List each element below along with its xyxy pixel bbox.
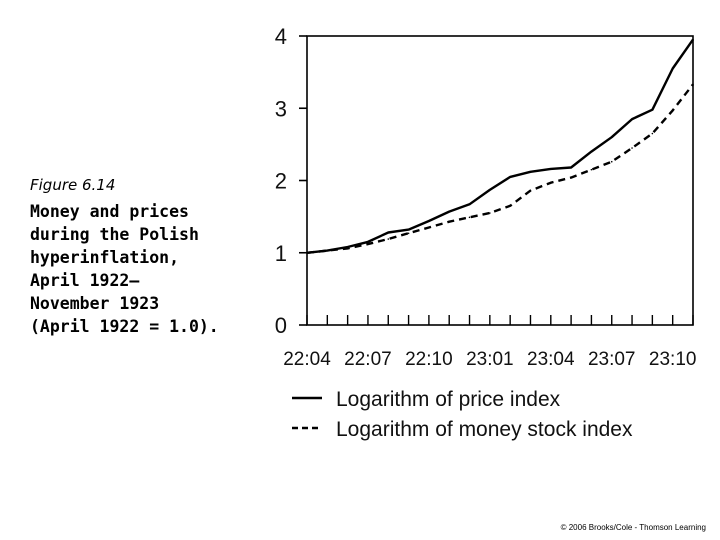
money-stock-point xyxy=(468,216,471,219)
plot-frame xyxy=(306,35,694,326)
copyright-credit: © 2006 Brooks/Cole - Thomson Learning xyxy=(560,523,706,532)
price-index-point xyxy=(631,118,633,120)
x-tick-label: 22:07 xyxy=(344,349,392,370)
money-stock-point xyxy=(529,189,532,192)
money-stock-point xyxy=(346,247,349,250)
price-index-point xyxy=(387,231,390,234)
price-index-point xyxy=(529,171,532,173)
price-index-point xyxy=(651,108,654,111)
price-index-line xyxy=(306,38,694,254)
money-stock-point xyxy=(692,83,694,86)
money-stock-point xyxy=(367,243,369,245)
money-stock-point xyxy=(448,220,451,223)
x-tick-label: 23:01 xyxy=(466,349,514,370)
y-tick-label: 4 xyxy=(275,24,287,49)
money-stock-line xyxy=(306,83,694,254)
x-tick-label: 22:04 xyxy=(283,349,331,370)
price-index-point xyxy=(367,241,369,243)
money-stock-point xyxy=(509,204,511,207)
price-index-point xyxy=(671,67,674,70)
price-index-point xyxy=(428,220,430,222)
chart-series xyxy=(306,38,694,254)
money-stock-point xyxy=(549,181,552,184)
price-index-point xyxy=(590,150,593,153)
chart-legend: Logarithm of price index Logarithm of mon… xyxy=(292,388,633,441)
money-stock-point xyxy=(387,238,390,240)
y-tick-label: 0 xyxy=(275,313,287,338)
money-stock-point xyxy=(407,232,410,235)
price-index-point xyxy=(692,38,694,41)
money-stock-point xyxy=(651,132,654,135)
price-index-point xyxy=(570,166,572,169)
figure-label: Figure 6.14 xyxy=(30,176,116,194)
price-index-point xyxy=(468,203,471,206)
price-index-point xyxy=(549,168,552,170)
x-tick-label: 23:04 xyxy=(527,349,575,370)
y-tick-label: 3 xyxy=(275,96,287,121)
money-stock-point xyxy=(326,249,329,252)
money-stock-point xyxy=(570,176,572,179)
money-stock-point xyxy=(306,251,308,254)
money-stock-point xyxy=(631,147,633,149)
money-stock-point xyxy=(428,226,430,229)
money-stock-point xyxy=(489,212,491,214)
money-stock-point xyxy=(671,109,674,112)
x-tick-label: 23:07 xyxy=(588,349,636,370)
x-tick-label: 22:10 xyxy=(405,349,453,370)
legend-label-money: Logarithm of money stock index xyxy=(336,418,633,441)
price-index-point xyxy=(610,136,613,138)
figure-title: Money and prices during the Polish hyper… xyxy=(30,202,219,336)
price-index-point xyxy=(448,210,451,213)
price-index-point xyxy=(489,189,491,191)
y-tick-label: 2 xyxy=(275,169,287,194)
y-tick-label: 1 xyxy=(275,241,287,266)
figure-caption: Figure 6.14 Money and prices during the … xyxy=(30,176,260,338)
chart-axes: 0 1 2 3 4 22:04 22:07 22:10 23:01 23:04 23:07 23:10 xyxy=(275,24,697,370)
x-tick-label: 23:10 xyxy=(649,349,697,370)
legend-label-price: Logarithm of price index xyxy=(336,388,561,411)
money-stock-point xyxy=(610,160,613,163)
money-stock-point xyxy=(590,168,593,171)
price-index-point xyxy=(509,176,511,178)
price-index-point xyxy=(407,228,410,231)
